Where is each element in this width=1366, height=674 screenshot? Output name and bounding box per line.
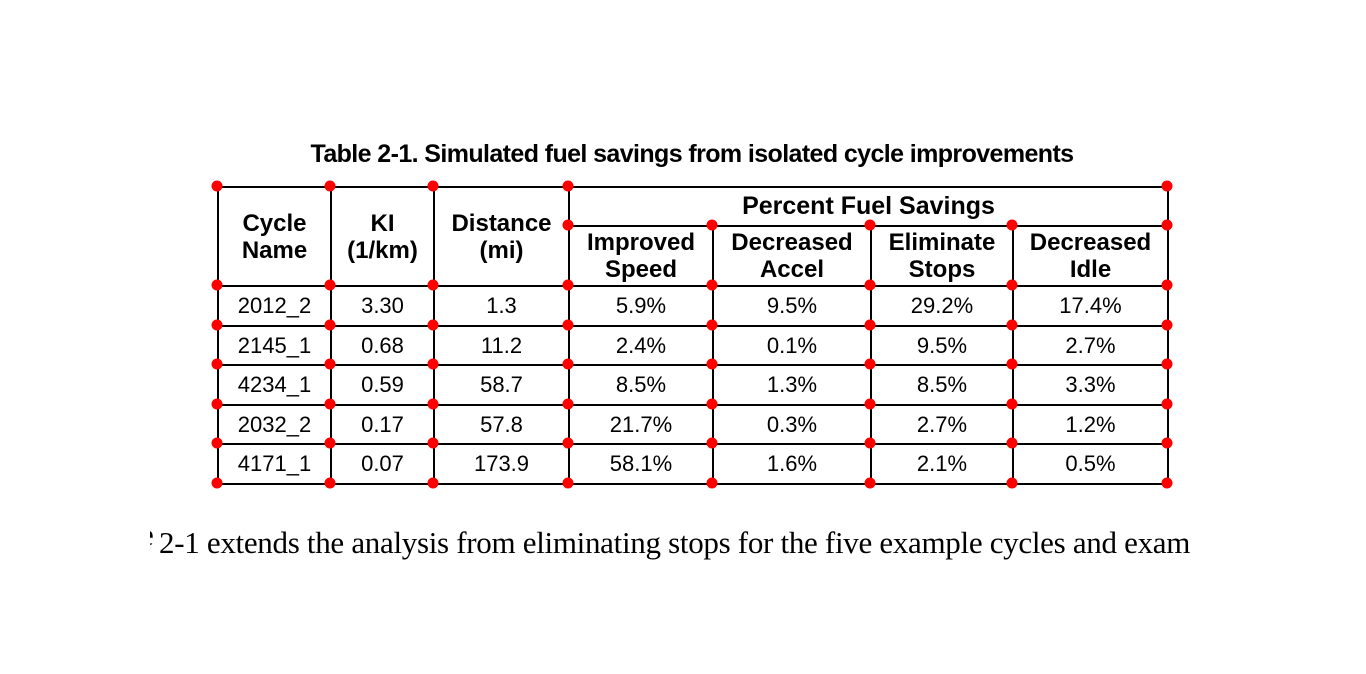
cell-ki: 0.17: [330, 404, 435, 445]
cell-eliminate-stops: 2.1%: [870, 443, 1014, 485]
cell-cycle-name: 2032_2: [217, 404, 332, 445]
cell-decreased-accel: 0.3%: [712, 404, 872, 445]
cell-cycle-name: 2012_2: [217, 285, 332, 327]
cell-decreased-accel: 9.5%: [712, 285, 872, 327]
cell-improved-speed: 21.7%: [568, 404, 714, 445]
cell-distance: 1.3: [433, 285, 570, 327]
table-row: 4171_1 0.07 173.9 58.1% 1.6% 2.1% 0.5%: [217, 443, 1169, 485]
header-row-sub: Improved Speed Decreased Accel Eliminate…: [218, 225, 1169, 287]
cell-cycle-name: 2145_1: [217, 325, 332, 366]
header-row-group: Cycle Name KI (1/km) Distance (mi) Perce…: [217, 186, 1169, 287]
cell-decreased-accel: 1.3%: [712, 364, 872, 406]
body-text-line: e2-1 extends the analysis from eliminati…: [150, 517, 1190, 561]
cell-improved-speed: 8.5%: [568, 364, 714, 406]
cell-decreased-idle: 1.2%: [1012, 404, 1169, 445]
cell-decreased-accel: 0.1%: [712, 325, 872, 366]
cell-improved-speed: 2.4%: [568, 325, 714, 366]
cell-ki: 3.30: [330, 285, 435, 327]
cell-improved-speed: 5.9%: [568, 285, 714, 327]
table-row: 2012_2 3.30 1.3 5.9% 9.5% 29.2% 17.4%: [217, 285, 1169, 327]
col-header-cycle-name: Cycle Name: [217, 186, 332, 287]
table-row: 2145_1 0.68 11.2 2.4% 0.1% 9.5% 2.7%: [217, 325, 1169, 366]
cell-distance: 58.7: [433, 364, 570, 406]
cell-cycle-name: 4234_1: [217, 364, 332, 406]
cell-improved-speed: 58.1%: [568, 443, 714, 485]
cell-eliminate-stops: 2.7%: [870, 404, 1014, 445]
cell-decreased-accel: 1.6%: [712, 443, 872, 485]
table-row: 4234_1 0.59 58.7 8.5% 1.3% 8.5% 3.3%: [217, 364, 1169, 406]
cell-decreased-idle: 3.3%: [1012, 364, 1169, 406]
col-header-decreased-accel: Decreased Accel: [712, 225, 872, 287]
body-text: 2-1 extends the analysis from eliminatin…: [159, 525, 1191, 560]
cell-ki: 0.59: [330, 364, 435, 406]
col-header-eliminate-stops: Eliminate Stops: [870, 225, 1014, 287]
col-header-percent-fuel-savings: Percent Fuel Savings: [568, 186, 1169, 227]
cell-eliminate-stops: 8.5%: [870, 364, 1014, 406]
fuel-savings-table: Cycle Name KI (1/km) Distance (mi) Perce…: [217, 186, 1169, 485]
cell-distance: 173.9: [433, 443, 570, 485]
cell-decreased-idle: 2.7%: [1012, 325, 1169, 366]
cell-eliminate-stops: 9.5%: [870, 325, 1014, 366]
cell-decreased-idle: 0.5%: [1012, 443, 1169, 485]
cell-eliminate-stops: 29.2%: [870, 285, 1014, 327]
col-header-distance: Distance (mi): [433, 186, 570, 287]
cell-distance: 57.8: [433, 404, 570, 445]
col-header-ki: KI (1/km): [330, 186, 435, 287]
cell-distance: 11.2: [433, 325, 570, 366]
table-caption: Table 2-1. Simulated fuel savings from i…: [310, 140, 1075, 168]
cell-ki: 0.07: [330, 443, 435, 485]
col-header-improved-speed: Improved Speed: [568, 225, 714, 287]
cell-ki: 0.68: [330, 325, 435, 366]
cell-cycle-name: 4171_1: [217, 443, 332, 485]
col-header-decreased-idle: Decreased Idle: [1012, 225, 1169, 287]
table-row: 2032_2 0.17 57.8 21.7% 0.3% 2.7% 1.2%: [217, 404, 1169, 445]
cell-decreased-idle: 17.4%: [1012, 285, 1169, 327]
cutoff-character: e: [150, 517, 155, 553]
